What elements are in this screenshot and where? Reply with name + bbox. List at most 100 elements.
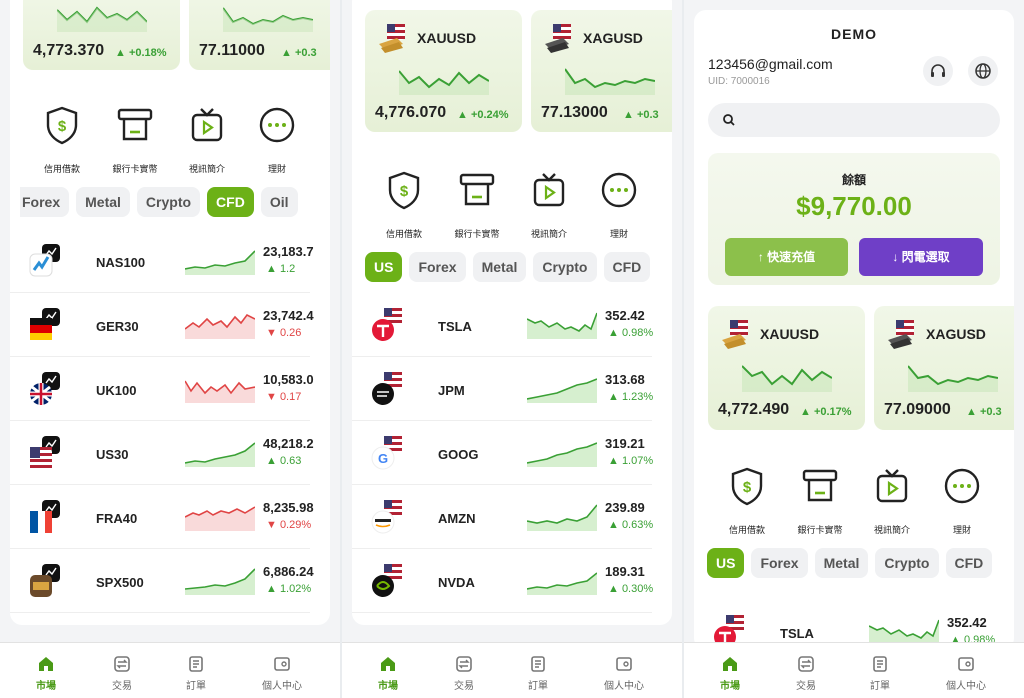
tab-forex[interactable]: Forex [20, 187, 70, 217]
price: 23,183.7 [263, 244, 314, 259]
featured-tile-xagusd[interactable]: 77.11000 ▲ +0.3 [189, 0, 330, 70]
feature-credit-loan[interactable]: $ 信用借款 [369, 170, 439, 240]
symbol: UK100 [96, 383, 137, 398]
tab-metal[interactable]: Metal [76, 187, 130, 217]
feature-bank-card[interactable]: 銀行卡實幣 [442, 170, 512, 240]
tab-metal[interactable]: Metal [472, 252, 527, 282]
sparkline [185, 380, 255, 403]
sparkline [527, 442, 597, 467]
tab-metal[interactable]: Metal [814, 548, 869, 578]
tab-forex[interactable]: Forex [409, 252, 466, 282]
nav-profile[interactable]: 個人中心 [594, 655, 654, 692]
featured-tile-xauusd[interactable]: 4,773.370 ▲ +0.18% [23, 0, 180, 70]
featured-tile-xagusd[interactable]: XAGUSD 77.09000 ▲ +0.3 [874, 306, 1014, 430]
change: ▲ 1.2 [266, 263, 296, 275]
sparkline [399, 70, 489, 95]
symbol: FRA40 [96, 511, 138, 526]
sparkline [527, 312, 597, 339]
home-icon [39, 657, 53, 671]
list-item[interactable]: US30 48,218.2 ▲ 0.63 [10, 422, 314, 485]
tv-play-icon [191, 108, 223, 142]
nav-trade[interactable]: 交易 [434, 655, 494, 692]
more-dots-icon [259, 107, 295, 143]
nav-market[interactable]: 市場 [16, 655, 76, 692]
search-input[interactable] [708, 103, 1000, 137]
feature-credit-loan[interactable]: $ 信用借款 [27, 105, 97, 175]
price: 319.21 [605, 436, 645, 451]
sparkline [527, 378, 597, 403]
list-item[interactable]: FRA40 8,235.98 ▼ 0.29% [10, 486, 314, 549]
bottom-nav: 市場 交易 訂單 個人中心 [0, 642, 340, 698]
tab-oil[interactable]: Oil [260, 187, 298, 217]
tab-forex[interactable]: Forex [751, 548, 808, 578]
nav-profile[interactable]: 個人中心 [936, 655, 996, 692]
tile-change: ▲ +0.24% [457, 109, 509, 121]
sparkline [185, 250, 255, 275]
feature-video-intro[interactable]: 視訊簡介 [514, 170, 584, 240]
feature-bank-card[interactable]: 銀行卡實幣 [100, 105, 170, 175]
list-item[interactable]: SPX500 6,886.24 ▲ 1.02% [10, 550, 314, 613]
tile-symbol: XAGUSD [926, 326, 986, 342]
sparkline [57, 6, 147, 32]
sparkline [742, 365, 832, 392]
feature-wealth[interactable]: 理財 [242, 105, 312, 175]
feature-wealth[interactable]: 理財 [927, 466, 997, 536]
nav-market[interactable]: 市場 [700, 655, 760, 692]
more-dots-icon [601, 172, 637, 208]
feature-video-intro[interactable]: 視訊簡介 [172, 105, 242, 175]
tab-crypto[interactable]: Crypto [136, 187, 201, 217]
feature-video-intro[interactable]: 視訊簡介 [857, 466, 927, 536]
nav-orders[interactable]: 訂單 [850, 655, 910, 692]
tab-us[interactable]: US [365, 252, 403, 282]
list-item[interactable]: UK100 10,583.0 ▼ 0.17 [10, 358, 314, 421]
nav-trade[interactable]: 交易 [92, 655, 152, 692]
language-button[interactable] [968, 56, 998, 86]
change: ▲ 0.63% [608, 519, 654, 531]
market-card: XAUUSD 4,776.070 ▲ +0.24% XAGUSD 77.1300… [352, 0, 672, 625]
tile-price: 4,776.070 [375, 104, 447, 121]
more-dots-icon [944, 468, 980, 504]
change: ▼ 0.29% [266, 519, 312, 531]
jpm-logo-icon [372, 372, 402, 405]
nav-profile[interactable]: 個人中心 [252, 655, 312, 692]
support-button[interactable] [923, 56, 953, 86]
feature-wealth[interactable]: 理財 [584, 170, 654, 240]
nav-trade[interactable]: 交易 [776, 655, 836, 692]
list-item[interactable]: G GOOG 319.21 ▲ 1.07% [352, 422, 653, 485]
feature-credit-loan[interactable]: $ 信用借款 [712, 466, 782, 536]
tile-price: 77.11000 [199, 42, 265, 59]
tile-change: ▲ +0.3 [281, 47, 317, 59]
home-icon [381, 657, 395, 671]
featured-tile-xauusd[interactable]: XAUUSD 4,772.490 ▲ +0.17% [708, 306, 865, 430]
feature-bank-card[interactable]: 銀行卡實幣 [785, 466, 855, 536]
atm-card-icon [802, 469, 838, 502]
symbol: AMZN [438, 511, 476, 526]
featured-tile-xauusd[interactable]: XAUUSD 4,776.070 ▲ +0.24% [365, 10, 522, 132]
change: ▼ 0.17 [266, 391, 302, 403]
nav-orders[interactable]: 訂單 [166, 655, 226, 692]
list-item[interactable]: NVDA 189.31 ▲ 0.30% [352, 550, 653, 613]
deposit-button[interactable]: ↑ 快速充值 [725, 238, 848, 276]
tile-change: ▲ +0.3 [623, 109, 659, 121]
france-flag-icon [30, 500, 60, 533]
tab-cfd[interactable]: CFD [945, 548, 993, 578]
price: 352.42 [947, 615, 987, 630]
nav-orders[interactable]: 訂單 [508, 655, 568, 692]
featured-tile-xagusd[interactable]: XAGUSD 77.13000 ▲ +0.3 [531, 10, 672, 132]
tab-crypto[interactable]: Crypto [533, 252, 597, 282]
list-item[interactable]: GER30 23,742.4 ▼ 0.26 [10, 294, 314, 357]
tile-price: 4,772.490 [718, 401, 790, 418]
tab-crypto[interactable]: Crypto [875, 548, 939, 578]
withdraw-button[interactable]: ↓ 閃電選取 [859, 238, 983, 276]
symbol: JPM [438, 383, 465, 398]
tab-cfd[interactable]: CFD [207, 187, 254, 217]
nav-market[interactable]: 市場 [358, 655, 418, 692]
list-item[interactable]: TSLA 352.42 ▲ 0.98% [352, 294, 653, 357]
tab-us[interactable]: US [707, 548, 745, 578]
list-item[interactable]: AMZN 239.89 ▲ 0.63% [352, 486, 654, 549]
sparkline [185, 506, 255, 531]
tab-cfd[interactable]: CFD [603, 252, 651, 282]
list-item[interactable]: JPM 313.68 ▲ 1.23% [352, 358, 653, 421]
list-item[interactable]: NAS100 23,183.7 ▲ 1.2 [10, 230, 314, 293]
tile-symbol: XAUUSD [760, 326, 820, 342]
